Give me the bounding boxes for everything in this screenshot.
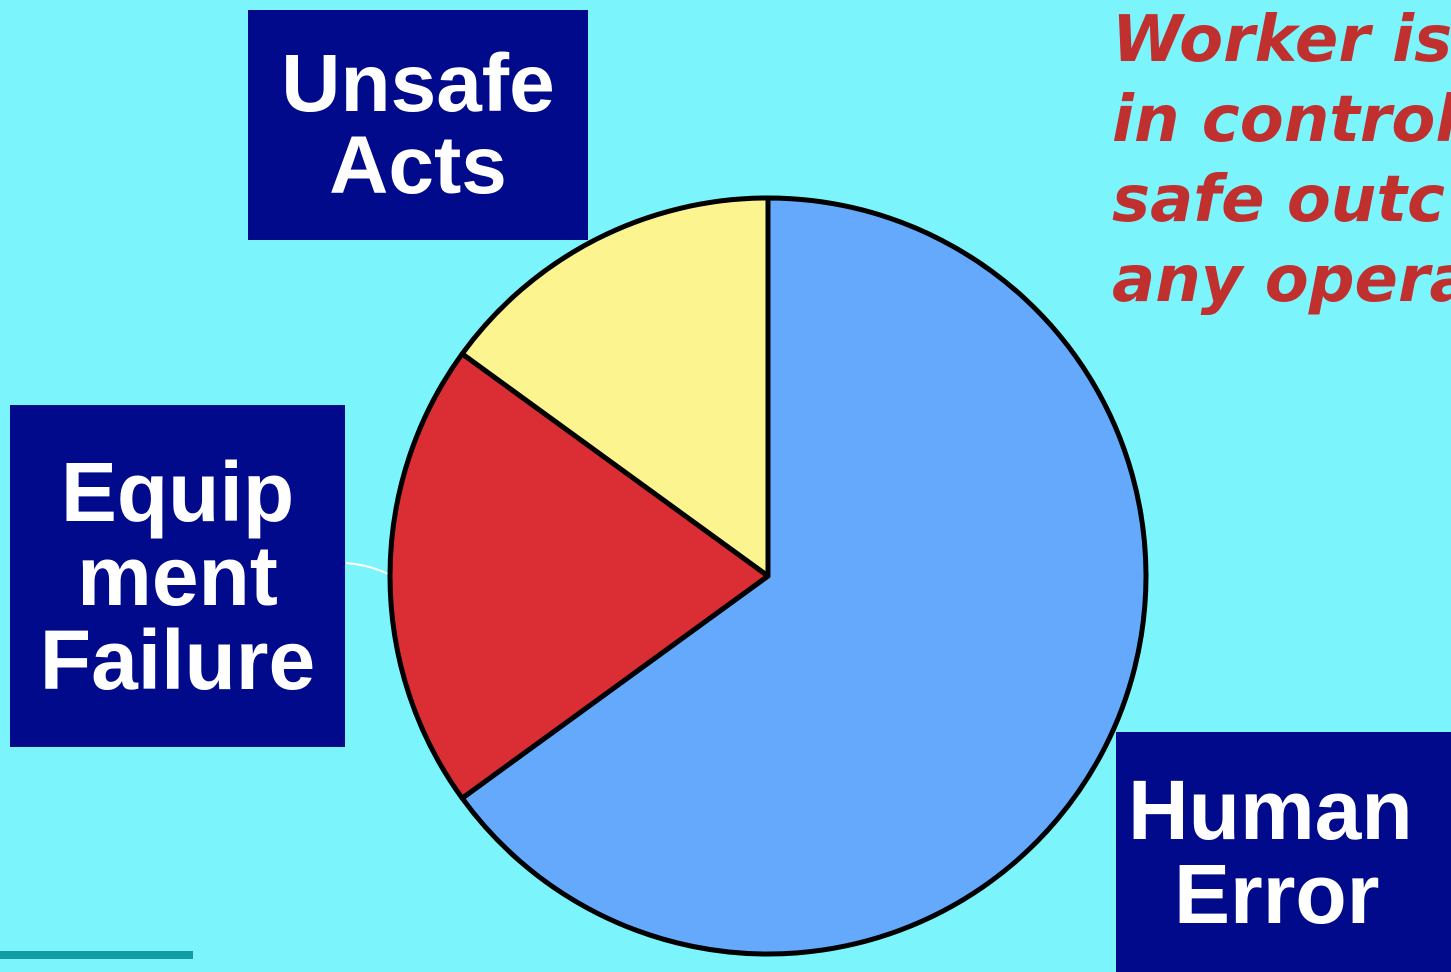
unsafe-acts-label-line-1: Unsafe xyxy=(281,38,555,129)
pie-slice-human-error xyxy=(459,195,1149,957)
human-error-label: Human Error xyxy=(1116,732,1451,972)
equipment-failure-label-line-2: ment xyxy=(77,529,278,623)
pie-slice-equipment-failure xyxy=(387,351,771,801)
equipment-failure-label-line-1: Equip xyxy=(60,445,295,539)
corner-accent-bar xyxy=(0,951,193,959)
unsafe-acts-label-line-2: Acts xyxy=(329,120,507,211)
quote-line-4: any opera xyxy=(1112,243,1451,317)
equipment-failure-label: Equip ment Failure xyxy=(10,405,345,747)
quote-line-2: in control xyxy=(1112,83,1451,157)
quote-line-1: Worker is xyxy=(1112,3,1451,77)
quote-line-3: safe outc xyxy=(1112,163,1445,237)
human-error-label-line-1: Human xyxy=(1128,763,1413,857)
equipment-leader-line xyxy=(345,562,393,577)
equipment-failure-label-line-3: Failure xyxy=(39,613,316,707)
human-error-label-line-2: Error xyxy=(1174,847,1380,941)
worker-control-quote: Worker is in control safe outc any opera xyxy=(1112,0,1451,320)
pie-slice-unsafe-acts xyxy=(459,195,771,579)
unsafe-acts-label: Unsafe Acts xyxy=(248,10,588,240)
